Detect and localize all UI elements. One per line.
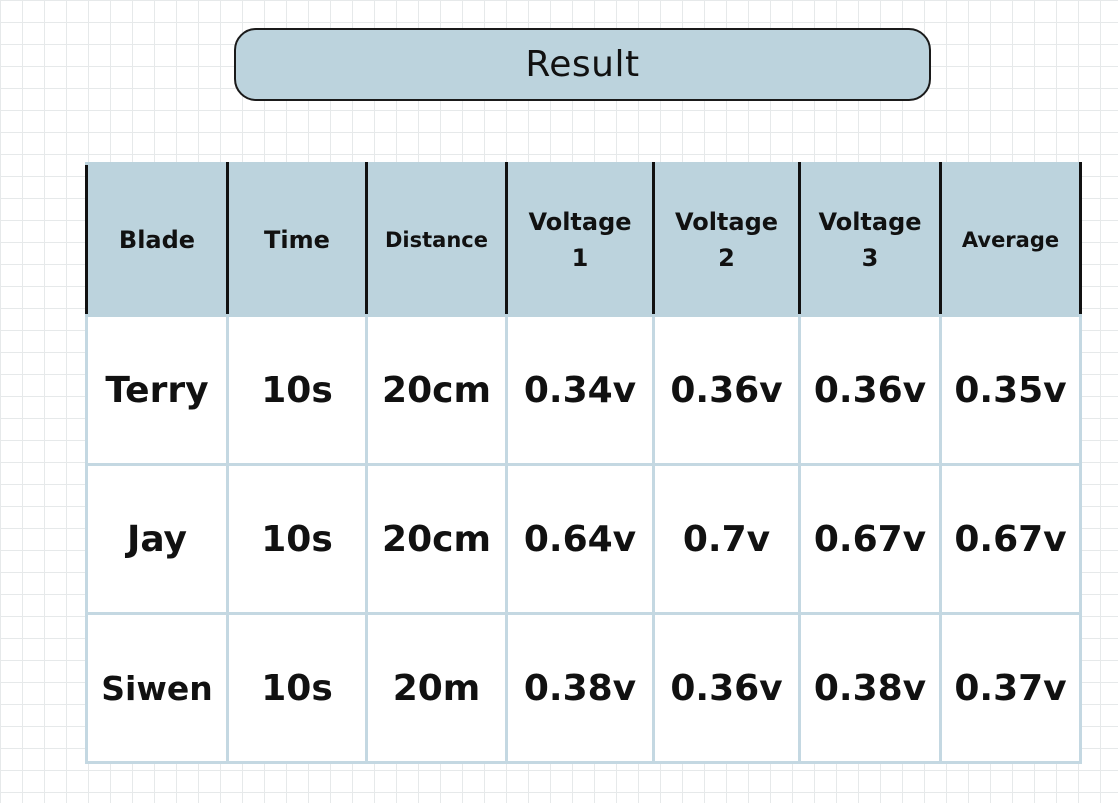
cell-blade: Jay xyxy=(85,463,229,615)
header-average: Average xyxy=(939,162,1082,317)
cell-voltage-2: 0.7v xyxy=(652,463,801,615)
cell-distance: 20cm xyxy=(365,463,508,615)
cell-voltage-2: 0.36v xyxy=(652,314,801,466)
cell-distance: 20m xyxy=(365,612,508,764)
cell-time: 10s xyxy=(226,314,368,466)
cell-average: 0.67v xyxy=(939,463,1082,615)
table-row: Terry 10s 20cm 0.34v 0.36v 0.36v 0.35v xyxy=(85,314,1082,466)
header-voltage-2-number: 2 xyxy=(718,243,735,272)
header-voltage-2-label: Voltage xyxy=(674,207,779,236)
cell-distance: 20cm xyxy=(365,314,508,466)
cell-time: 10s xyxy=(226,463,368,615)
cell-average: 0.35v xyxy=(939,314,1082,466)
cell-voltage-1: 0.38v xyxy=(505,612,655,764)
cell-average: 0.37v xyxy=(939,612,1082,764)
header-voltage-3-label: Voltage xyxy=(818,207,922,236)
result-title-banner: Result xyxy=(234,28,931,101)
header-voltage-1-number: 1 xyxy=(571,243,589,272)
cell-blade: Terry xyxy=(85,314,229,466)
header-voltage-3: Voltage 3 xyxy=(798,162,942,317)
cell-time: 10s xyxy=(226,612,368,764)
cell-blade: Siwen xyxy=(85,612,229,764)
table-row: Siwen 10s 20m 0.38v 0.36v 0.38v 0.37v xyxy=(85,612,1082,764)
page-title: Result xyxy=(525,44,640,85)
cell-voltage-3: 0.36v xyxy=(798,314,942,466)
header-voltage-1: Voltage 1 xyxy=(505,162,655,317)
cell-voltage-3: 0.38v xyxy=(798,612,942,764)
cell-voltage-3: 0.67v xyxy=(798,463,942,615)
cell-voltage-2: 0.36v xyxy=(652,612,801,764)
header-voltage-1-label: Voltage xyxy=(528,207,632,236)
table-header-row: Blade Time Distance Voltage 1 Voltage 2 … xyxy=(85,162,1082,317)
header-time: Time xyxy=(226,162,368,317)
cell-voltage-1: 0.64v xyxy=(505,463,655,615)
header-distance: Distance xyxy=(365,162,508,317)
header-blade: Blade xyxy=(85,162,229,317)
results-table: Blade Time Distance Voltage 1 Voltage 2 … xyxy=(85,162,1082,764)
table-row: Jay 10s 20cm 0.64v 0.7v 0.67v 0.67v xyxy=(85,463,1082,615)
header-voltage-2: Voltage 2 xyxy=(652,162,801,317)
header-voltage-3-number: 3 xyxy=(861,243,879,272)
cell-voltage-1: 0.34v xyxy=(505,314,655,466)
